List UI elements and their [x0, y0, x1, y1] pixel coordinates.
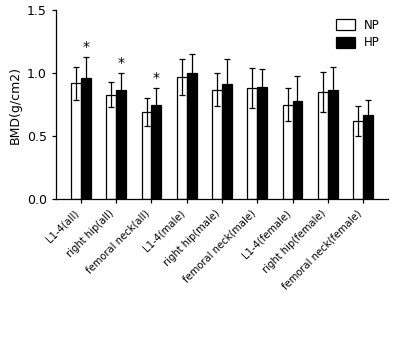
Bar	[257, 87, 267, 199]
Bar	[318, 92, 328, 199]
Bar	[142, 112, 152, 199]
Bar	[212, 90, 222, 199]
Bar	[247, 88, 257, 199]
Text: *: *	[118, 56, 125, 70]
Bar	[292, 101, 302, 199]
Text: *: *	[153, 71, 160, 85]
Bar	[116, 90, 126, 199]
Bar	[353, 121, 363, 199]
Bar	[106, 95, 116, 199]
Bar	[81, 78, 91, 199]
Legend: NP, HP: NP, HP	[333, 16, 382, 52]
Bar	[283, 105, 292, 199]
Text: *: *	[82, 40, 89, 54]
Bar	[328, 90, 338, 199]
Bar	[363, 115, 373, 199]
Bar	[177, 77, 187, 199]
Bar	[152, 105, 161, 199]
Bar	[71, 83, 81, 199]
Bar	[222, 84, 232, 199]
Y-axis label: BMD(g/cm2): BMD(g/cm2)	[8, 66, 22, 144]
Bar	[187, 73, 197, 199]
